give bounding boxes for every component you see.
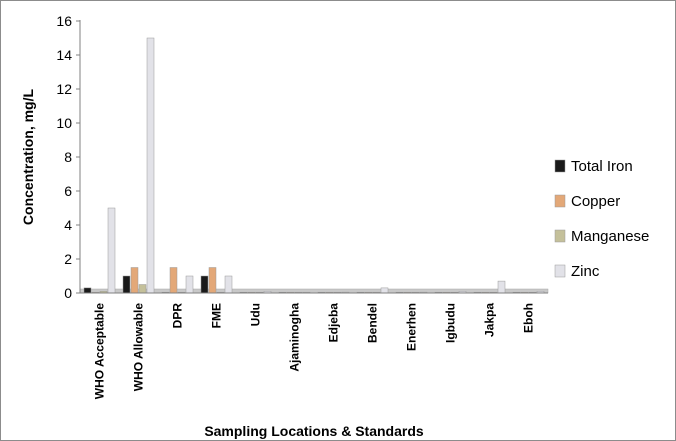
legend-label: Manganese [571, 228, 649, 245]
x-tick-label: Edjeba [327, 303, 341, 343]
legend-swatch-copper [554, 194, 566, 208]
x-tick-label: WHO Allowable [132, 303, 146, 392]
x-tick-label: Bendel [366, 303, 380, 343]
legend-label: Copper [571, 193, 620, 210]
y-ticks: 0 2 4 6 8 10 12 14 16 [56, 13, 80, 301]
bar-total-iron [122, 275, 131, 294]
y-tick-label: 12 [56, 81, 72, 97]
x-tick-label: FME [210, 303, 224, 328]
x-tick-label: Udu [249, 303, 263, 326]
legend: Total Iron Copper Manganese Zinc [554, 158, 649, 280]
bar-copper [208, 267, 217, 294]
x-tick-labels: WHO Acceptable WHO Allowable DPR FME Udu Ajam… [93, 303, 536, 400]
x-tick-label: Jakpa [483, 303, 497, 337]
x-axis-title: Sampling Locations & Standards [204, 423, 424, 439]
y-tick-label: 14 [56, 47, 72, 63]
bar-zinc [380, 287, 389, 294]
bar-zinc [497, 280, 506, 294]
y-tick-label: 2 [64, 251, 72, 267]
legend-label: Total Iron [571, 158, 633, 175]
y-tick-label: 4 [64, 217, 72, 233]
bar-zinc [146, 37, 155, 294]
bar-total-iron [200, 275, 209, 294]
x-tick-label: DPR [171, 303, 185, 329]
y-tick-label: 0 [64, 285, 72, 301]
y-tick-label: 8 [64, 149, 72, 165]
legend-swatch-manganese [554, 229, 566, 243]
bar-copper [130, 267, 139, 294]
x-tick-label: Ajaminogha [288, 303, 302, 372]
bar-total-iron [83, 287, 92, 294]
y-tick-label: 10 [56, 115, 72, 131]
bar-copper [169, 267, 178, 294]
bar-zinc [185, 275, 194, 294]
bar-zinc [107, 207, 116, 294]
x-tick-label: Eboh [522, 303, 536, 333]
x-tick-label: Igbudu [444, 303, 458, 343]
y-axis-title: Concentration, mg/L [20, 89, 36, 226]
legend-label: Zinc [571, 263, 600, 280]
legend-swatch-total-iron [554, 159, 566, 173]
bar-zinc [224, 275, 233, 294]
y-tick-label: 16 [56, 13, 72, 29]
x-tick-label: Enerhen [405, 303, 419, 351]
legend-swatch-zinc [554, 264, 566, 278]
bar-manganese [138, 284, 147, 294]
x-tick-label: WHO Acceptable [93, 303, 107, 400]
bars-layer [79, 37, 549, 294]
y-tick-label: 6 [64, 183, 72, 199]
